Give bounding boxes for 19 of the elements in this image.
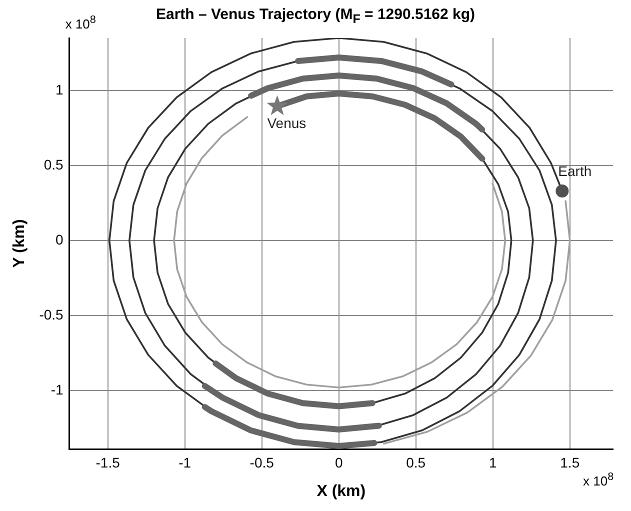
y-tick-label: 1 bbox=[56, 81, 64, 98]
x-axis-title: X (km) bbox=[316, 482, 366, 500]
series-label: Earth bbox=[558, 162, 592, 179]
text: x 10$^{8}$ bbox=[65, 14, 96, 32]
y-axis-title: Y (km) bbox=[11, 219, 28, 268]
series-label: Venus bbox=[267, 115, 306, 132]
x-tick-label: -0.5 bbox=[250, 454, 274, 470]
x-tick-label: 0.5 bbox=[406, 454, 426, 470]
x-tick-label: 1 bbox=[488, 454, 497, 470]
text: x 10$^{8}$ bbox=[583, 471, 614, 488]
x-tick-label: 1.5 bbox=[560, 454, 580, 470]
x-tick-label: -1 bbox=[178, 454, 192, 470]
y-tick-label: 0.5 bbox=[44, 156, 64, 172]
y-tick-label: 0 bbox=[56, 231, 64, 248]
y-tick-label: -0.5 bbox=[39, 306, 64, 322]
y-tick-label: -1 bbox=[50, 381, 64, 398]
x-tick-label: 0 bbox=[334, 454, 343, 470]
x-tick-label: -1.5 bbox=[96, 454, 120, 470]
chart-title: Earth – Venus Trajectory (M$_{F}$ = 1290.5162 kg) bbox=[156, 6, 476, 26]
